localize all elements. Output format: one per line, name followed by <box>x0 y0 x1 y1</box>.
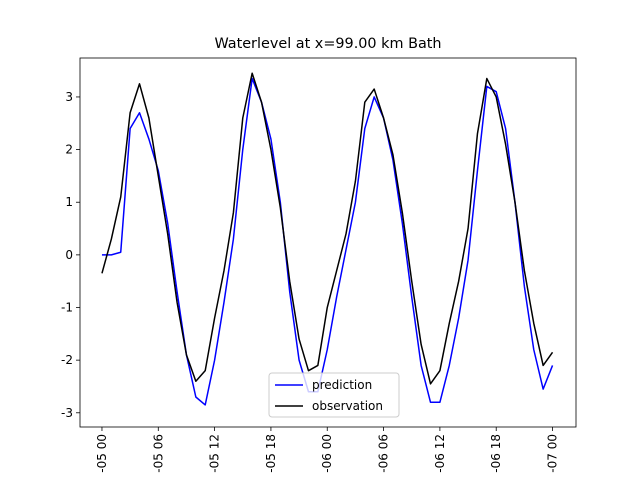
x-tick-label: -05 00 <box>95 434 109 473</box>
x-tick-label: -06 12 <box>433 434 447 473</box>
series-line <box>101 72 554 385</box>
y-tick-label: 1 <box>65 195 73 209</box>
legend-label: observation <box>312 399 383 413</box>
x-tick-label: -05 06 <box>151 434 165 473</box>
x-tick-label: -05 18 <box>264 434 278 473</box>
y-tick-label: 2 <box>65 143 73 157</box>
x-tick-label: -05 12 <box>208 434 222 473</box>
x-tick-label: -07 00 <box>546 434 560 473</box>
series-line <box>101 77 554 406</box>
x-tick-label: -06 00 <box>320 434 334 473</box>
y-tick-label: 3 <box>65 90 73 104</box>
y-tick-label: 0 <box>65 248 73 262</box>
legend-label: prediction <box>312 378 372 392</box>
y-tick-label: -2 <box>61 353 73 367</box>
x-tick-label: -06 18 <box>489 434 503 473</box>
x-tick-label: -06 06 <box>377 434 391 473</box>
y-tick-label: -1 <box>61 301 73 315</box>
y-tick-label: -3 <box>61 406 73 420</box>
axes-frame <box>79 57 577 428</box>
chart-title: Waterlevel at x=99.00 km Bath <box>214 36 441 52</box>
